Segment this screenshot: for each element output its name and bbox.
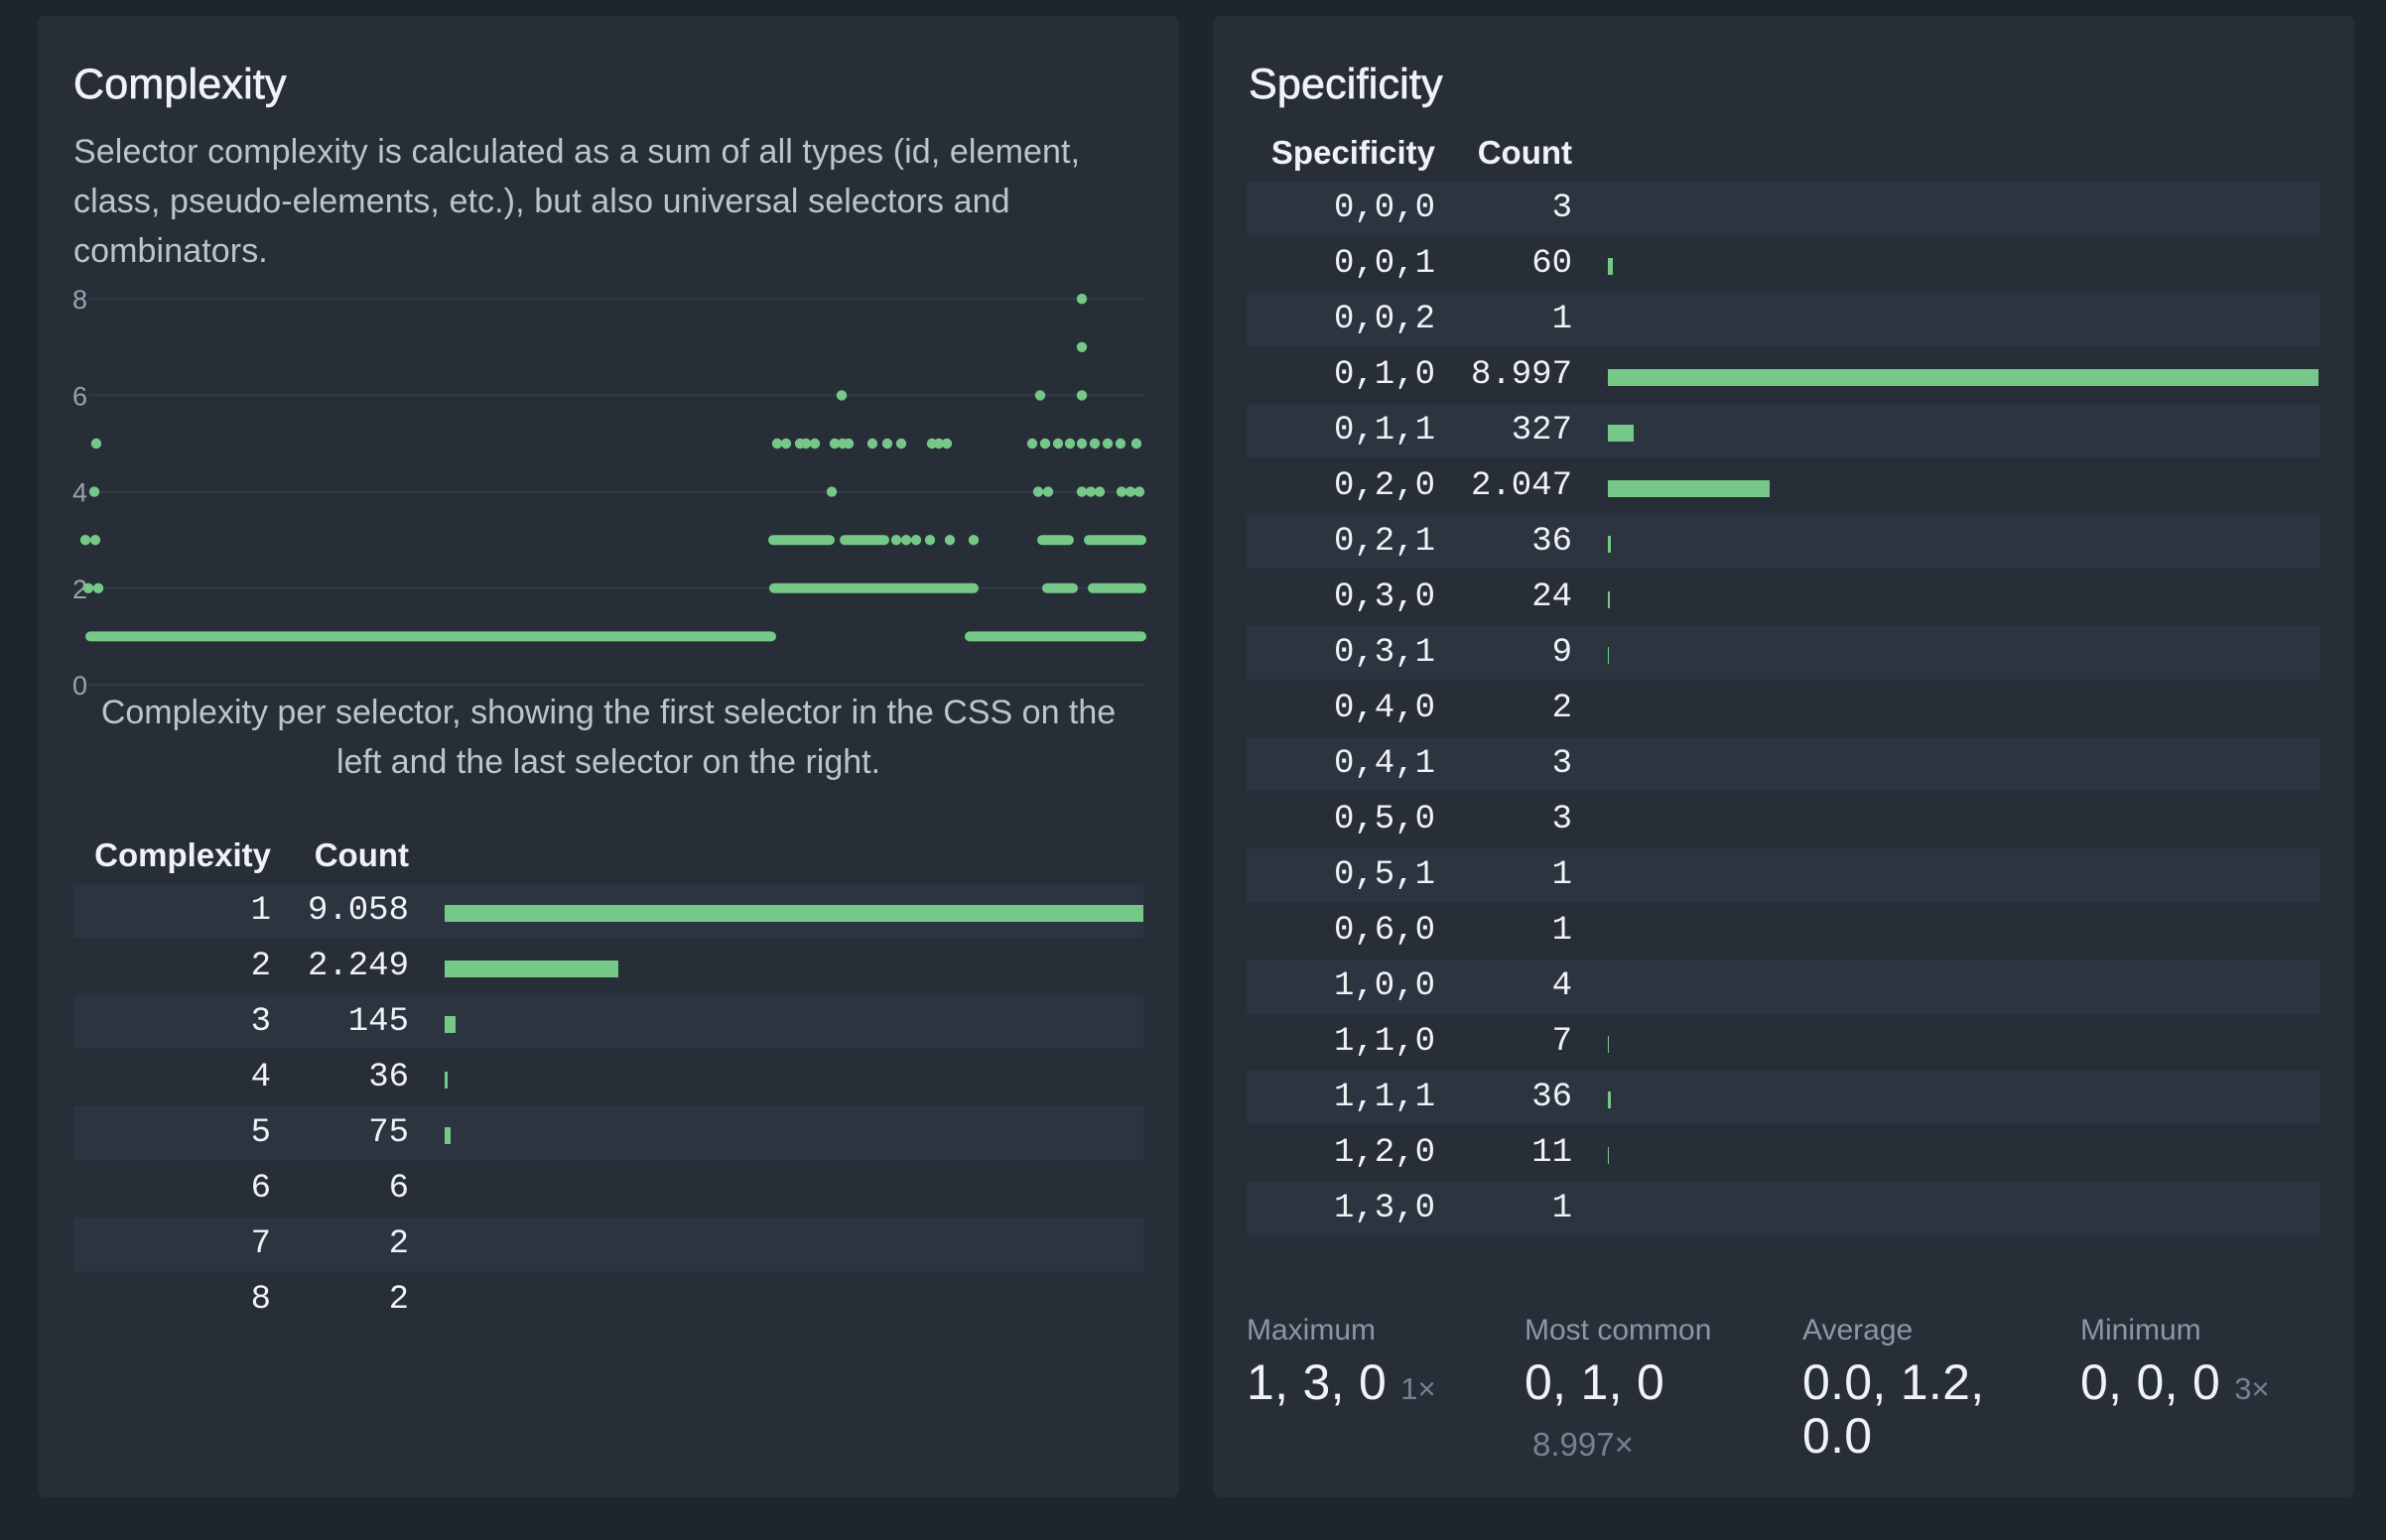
svg-text:4: 4: [72, 478, 87, 508]
svg-text:6: 6: [72, 381, 87, 411]
svg-text:0: 0: [72, 671, 87, 701]
svg-text:8: 8: [72, 285, 87, 315]
svg-text:2: 2: [72, 575, 87, 604]
